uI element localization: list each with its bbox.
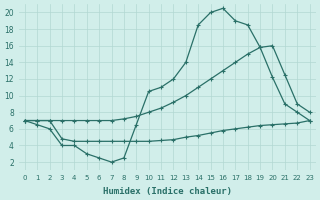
X-axis label: Humidex (Indice chaleur): Humidex (Indice chaleur)	[103, 187, 232, 196]
